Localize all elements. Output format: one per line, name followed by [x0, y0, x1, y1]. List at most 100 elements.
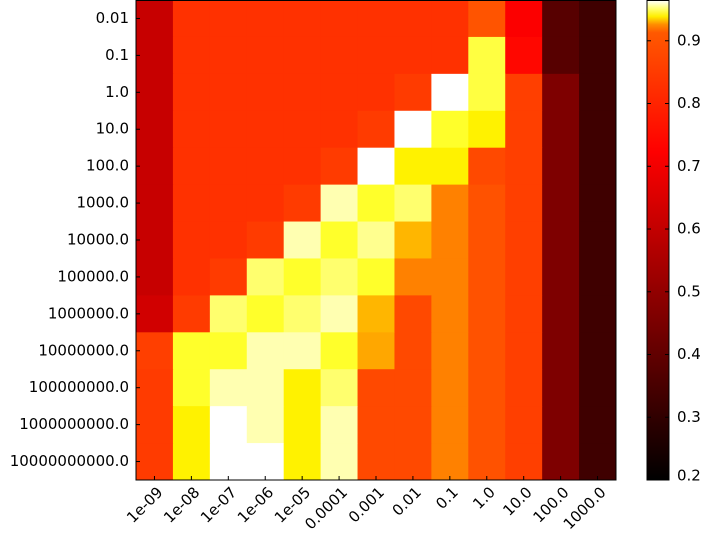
colorbar-tick-label: 0.8 — [677, 94, 701, 112]
heatmap-cell — [431, 406, 469, 444]
heatmap-cell — [283, 147, 322, 186]
x-tick-label: 0.01 — [389, 483, 425, 519]
heatmap-cell — [357, 110, 395, 149]
heatmap-cell — [579, 0, 617, 38]
heatmap-cell — [320, 0, 359, 38]
heatmap-cell — [394, 258, 432, 296]
heatmap-cell — [246, 332, 285, 370]
heatmap-cell — [246, 258, 285, 296]
heatmap-cell — [209, 0, 248, 38]
heatmap-cell — [136, 221, 174, 259]
heatmap-cell — [209, 184, 248, 223]
heatmap-cell — [431, 295, 469, 333]
colorbar-tick-label: 0.9 — [677, 31, 701, 49]
colorbar-tick-label: 0.6 — [677, 220, 701, 238]
heatmap-cell — [394, 110, 432, 149]
heatmap-cell — [468, 443, 506, 481]
heatmap-cell — [431, 147, 469, 186]
heatmap-cell — [579, 184, 617, 223]
heatmap-cell — [431, 221, 469, 259]
heatmap-cell — [579, 147, 617, 186]
heatmap-cell — [283, 295, 322, 333]
heatmap-cell — [394, 73, 432, 112]
heatmap-cell — [172, 406, 211, 444]
heatmap-cell — [320, 258, 359, 296]
heatmap-cell — [542, 258, 580, 296]
heatmap-cell — [172, 73, 211, 112]
heatmap-cell — [542, 36, 580, 75]
heatmap-cell — [246, 221, 285, 259]
heatmap-cell — [542, 147, 580, 186]
heatmap-cell — [505, 0, 543, 38]
heatmap-cell — [172, 258, 211, 296]
heatmap-cell — [542, 406, 580, 444]
heatmap-cell — [209, 369, 248, 407]
heatmap-cell — [542, 332, 580, 370]
heatmap-cell — [394, 332, 432, 370]
x-tick-label: 0.001 — [345, 483, 388, 526]
heatmap-cell — [283, 110, 322, 149]
y-tick-label: 10000000000.0 — [10, 452, 129, 470]
heatmap-cell — [542, 184, 580, 223]
heatmap-cell — [246, 295, 285, 333]
heatmap-cell — [209, 110, 248, 149]
y-tick-label: 100000000.0 — [29, 378, 129, 396]
heatmap-cell — [283, 406, 322, 444]
heatmap-cell — [136, 0, 174, 38]
heatmap-cell — [283, 332, 322, 370]
heatmap-cell — [283, 369, 322, 407]
heatmap-cell — [246, 369, 285, 407]
heatmap-cell — [542, 221, 580, 259]
heatmap-cell — [172, 369, 211, 407]
heatmap-cell — [468, 73, 506, 112]
heatmap-cell — [505, 73, 543, 112]
heatmap-cell — [246, 0, 285, 38]
heatmap-cell — [505, 443, 543, 481]
heatmap-cell — [357, 73, 395, 112]
heatmap-cell — [468, 110, 506, 149]
x-tick-label: 0.1 — [432, 483, 462, 513]
heatmap-cell — [172, 110, 211, 149]
heatmap-cell — [320, 36, 359, 75]
heatmap-cell — [542, 73, 580, 112]
heatmap-cell — [209, 147, 248, 186]
heatmap-cell — [209, 443, 248, 481]
heatmap-cell — [468, 406, 506, 444]
heatmap-cell — [431, 184, 469, 223]
y-tick-label: 1000000000.0 — [19, 415, 129, 433]
heatmap-cell — [136, 443, 174, 481]
heatmap-cell — [505, 221, 543, 259]
heatmap-cell — [320, 221, 359, 259]
heatmap-cell — [394, 369, 432, 407]
heatmap-cell — [209, 258, 248, 296]
heatmap-cell — [246, 406, 285, 444]
heatmap-cell — [320, 332, 359, 370]
heatmap-cell — [320, 406, 359, 444]
heatmap-cell — [394, 147, 432, 186]
heatmap-cell — [172, 295, 211, 333]
heatmap-cell — [468, 184, 506, 223]
heatmap-cell — [246, 443, 285, 481]
heatmap-cell — [542, 369, 580, 407]
heatmap-cell — [579, 110, 617, 149]
heatmap-cell — [542, 443, 580, 481]
y-tick-label: 1.0 — [105, 83, 129, 101]
heatmap-cell — [172, 147, 211, 186]
heatmap-cell — [468, 221, 506, 259]
heatmap-cell — [283, 36, 322, 75]
heatmap-cell — [542, 295, 580, 333]
heatmap-cell — [246, 110, 285, 149]
heatmap-cell — [172, 443, 211, 481]
heatmap-cell — [468, 369, 506, 407]
heatmap-cell — [394, 295, 432, 333]
heatmap-cell — [579, 36, 617, 75]
y-tick-label: 10000.0 — [67, 231, 129, 249]
heatmap-cell — [431, 369, 469, 407]
heatmap-cell — [505, 332, 543, 370]
heatmap-cell — [505, 147, 543, 186]
heatmap-cell — [394, 184, 432, 223]
heatmap-cell — [136, 184, 174, 223]
heatmap-cell — [357, 36, 395, 75]
heatmap-cell — [505, 295, 543, 333]
